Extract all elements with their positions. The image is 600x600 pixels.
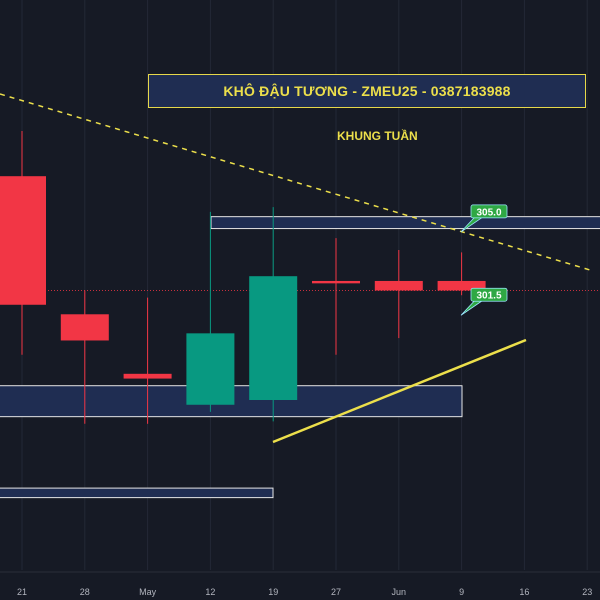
chart-title: KHÔ ĐẬU TƯƠNG - ZMEU25 - 0387183988	[223, 83, 511, 99]
label-text: 301.5	[476, 291, 501, 302]
x-tick-label: 12	[205, 587, 215, 597]
candle-body	[0, 176, 46, 305]
candle-body	[437, 280, 486, 291]
x-tick-label: May	[139, 587, 157, 597]
candle-body	[123, 373, 172, 379]
candle-body	[60, 314, 109, 341]
label-text: 305.0	[476, 207, 501, 218]
x-tick-label: 21	[17, 587, 27, 597]
candle-27	[312, 238, 360, 355]
ascending-trendline	[272, 338, 527, 444]
x-tick-label: 27	[331, 587, 341, 597]
candle-19	[249, 207, 298, 422]
candles	[0, 130, 486, 424]
descending-trendline	[0, 93, 591, 271]
candle-21	[0, 130, 46, 355]
x-tick-label: 19	[268, 587, 278, 597]
x-tick-label: 16	[519, 587, 529, 597]
trend-lines	[0, 93, 591, 444]
x-tick-label: 9	[459, 587, 464, 597]
label-box	[470, 287, 508, 302]
x-tick-label: 28	[80, 587, 90, 597]
candle-body	[312, 280, 360, 284]
candle-body	[186, 333, 235, 405]
price-labels: 305.0 301.5	[460, 204, 508, 316]
candle-body	[249, 276, 298, 400]
x-axis: 21 28 May 12 19 27 Jun 9 16 23	[0, 571, 600, 597]
candle-28	[60, 290, 109, 424]
price-label-0: 305.0	[460, 204, 508, 233]
label-box	[470, 204, 508, 219]
horizontal-zones	[0, 216, 600, 499]
candle-12	[186, 211, 235, 412]
candle-body	[374, 280, 423, 291]
resistance-zone	[210, 216, 600, 230]
candle-9	[437, 252, 486, 296]
candle-May	[123, 297, 172, 424]
timeframe-label: KHUNG TUẦN	[337, 129, 418, 143]
candle-Jun	[374, 250, 423, 339]
title-box: KHÔ ĐẬU TƯƠNG - ZMEU25 - 0387183988	[148, 74, 586, 108]
price-label-1: 301.5	[460, 287, 508, 316]
x-tick-label: 23	[582, 587, 592, 597]
x-tick-label: Jun	[392, 587, 407, 597]
label-pointer	[460, 299, 485, 316]
lower-zone	[0, 487, 274, 499]
